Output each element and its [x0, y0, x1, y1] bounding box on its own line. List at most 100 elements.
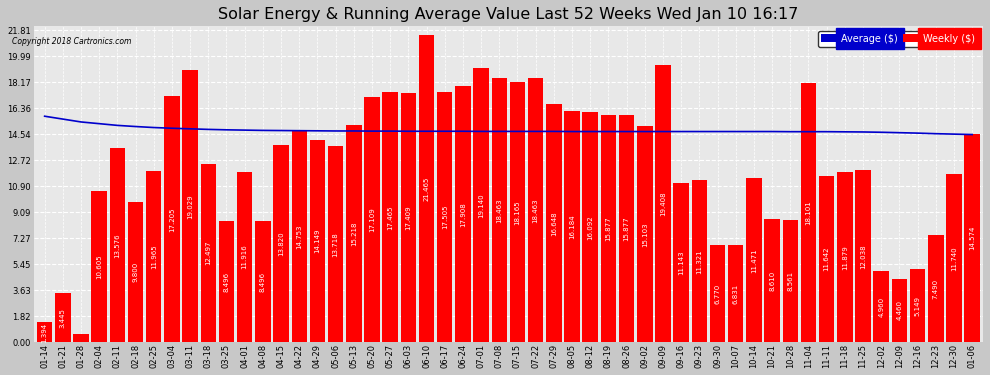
Bar [782, 220, 798, 342]
Bar [437, 92, 452, 342]
Text: 8.496: 8.496 [224, 272, 230, 292]
Text: 11.740: 11.740 [951, 246, 957, 271]
Text: 1.394: 1.394 [42, 322, 48, 342]
Text: 11.965: 11.965 [150, 244, 156, 269]
Text: 5.149: 5.149 [915, 296, 921, 315]
Text: 13.820: 13.820 [278, 231, 284, 256]
Text: 10.605: 10.605 [96, 254, 102, 279]
Bar [655, 64, 670, 342]
Text: 18.101: 18.101 [806, 201, 812, 225]
Bar [382, 92, 398, 342]
Text: 11.916: 11.916 [242, 245, 248, 270]
Text: 14.753: 14.753 [296, 225, 302, 249]
Text: 11.143: 11.143 [678, 251, 684, 275]
Bar [764, 219, 780, 342]
Text: 16.648: 16.648 [550, 211, 556, 236]
Bar [110, 148, 125, 342]
Text: 8.561: 8.561 [787, 271, 793, 291]
Text: 3.445: 3.445 [59, 308, 65, 328]
Text: 6.770: 6.770 [715, 284, 721, 304]
Text: 17.109: 17.109 [369, 208, 375, 232]
Text: 14.149: 14.149 [315, 229, 321, 254]
Text: 8.610: 8.610 [769, 271, 775, 291]
Bar [419, 35, 435, 342]
Bar [455, 86, 470, 342]
Text: 12.497: 12.497 [205, 241, 211, 265]
Bar [91, 190, 107, 342]
Text: 11.321: 11.321 [696, 249, 702, 274]
Bar [510, 82, 526, 342]
Bar [219, 221, 235, 342]
Text: 18.165: 18.165 [515, 200, 521, 225]
Bar [710, 246, 726, 342]
Bar [492, 78, 507, 342]
Title: Solar Energy & Running Average Value Last 52 Weeks Wed Jan 10 16:17: Solar Energy & Running Average Value Las… [218, 7, 799, 22]
Text: 15.218: 15.218 [350, 221, 356, 246]
Text: 17.465: 17.465 [387, 205, 393, 230]
Text: 9.800: 9.800 [133, 262, 139, 282]
Bar [892, 279, 907, 342]
Text: 13.718: 13.718 [333, 232, 339, 256]
Bar [346, 124, 361, 342]
Text: 21.465: 21.465 [424, 177, 430, 201]
Bar [146, 171, 161, 342]
Bar [728, 244, 743, 342]
Text: 15.877: 15.877 [606, 216, 612, 241]
Bar [401, 93, 416, 342]
Bar [473, 68, 489, 342]
Text: 17.908: 17.908 [460, 202, 466, 226]
Text: 16.184: 16.184 [569, 214, 575, 239]
Bar [619, 115, 635, 342]
Text: 14.574: 14.574 [969, 226, 975, 250]
Text: 19.408: 19.408 [660, 191, 666, 216]
Bar [55, 293, 70, 342]
Text: 4.460: 4.460 [896, 300, 903, 321]
Bar [692, 180, 707, 342]
Text: 16.092: 16.092 [587, 215, 593, 240]
Bar [182, 70, 198, 342]
Bar [328, 146, 344, 342]
Bar [564, 111, 580, 342]
Bar [164, 96, 179, 342]
Text: 7.490: 7.490 [933, 279, 939, 299]
Text: 8.496: 8.496 [259, 272, 266, 292]
Text: Copyright 2018 Cartronics.com: Copyright 2018 Cartronics.com [12, 38, 132, 46]
Text: 13.576: 13.576 [115, 233, 121, 258]
Bar [528, 78, 544, 342]
Text: 17.205: 17.205 [169, 207, 175, 231]
Bar [291, 131, 307, 342]
Bar [928, 235, 943, 342]
Bar [637, 126, 652, 342]
Text: 6.831: 6.831 [733, 284, 739, 304]
Text: 11.879: 11.879 [842, 245, 847, 270]
Bar [819, 176, 835, 342]
Text: 4.960: 4.960 [878, 297, 884, 317]
Bar [546, 104, 561, 342]
Text: 18.463: 18.463 [496, 198, 502, 223]
Text: 15.877: 15.877 [624, 216, 630, 241]
Bar [601, 115, 616, 342]
Bar [582, 112, 598, 342]
Text: 11.471: 11.471 [750, 248, 757, 273]
Bar [801, 83, 816, 342]
Bar [128, 202, 144, 342]
Bar [310, 140, 325, 342]
Bar [201, 164, 216, 342]
Bar [746, 178, 761, 342]
Bar [273, 145, 289, 342]
Text: 11.642: 11.642 [824, 247, 830, 272]
Bar [673, 183, 689, 342]
Bar [364, 98, 380, 342]
Text: 17.409: 17.409 [405, 206, 412, 230]
Bar [237, 172, 252, 342]
Text: 12.038: 12.038 [860, 244, 866, 268]
Bar [73, 334, 89, 342]
Text: 19.140: 19.140 [478, 193, 484, 218]
Bar [910, 269, 926, 342]
Legend: Average ($), Weekly ($): Average ($), Weekly ($) [818, 31, 978, 46]
Text: 19.029: 19.029 [187, 194, 193, 219]
Bar [255, 221, 270, 342]
Bar [37, 322, 52, 342]
Bar [946, 174, 961, 342]
Bar [855, 170, 871, 342]
